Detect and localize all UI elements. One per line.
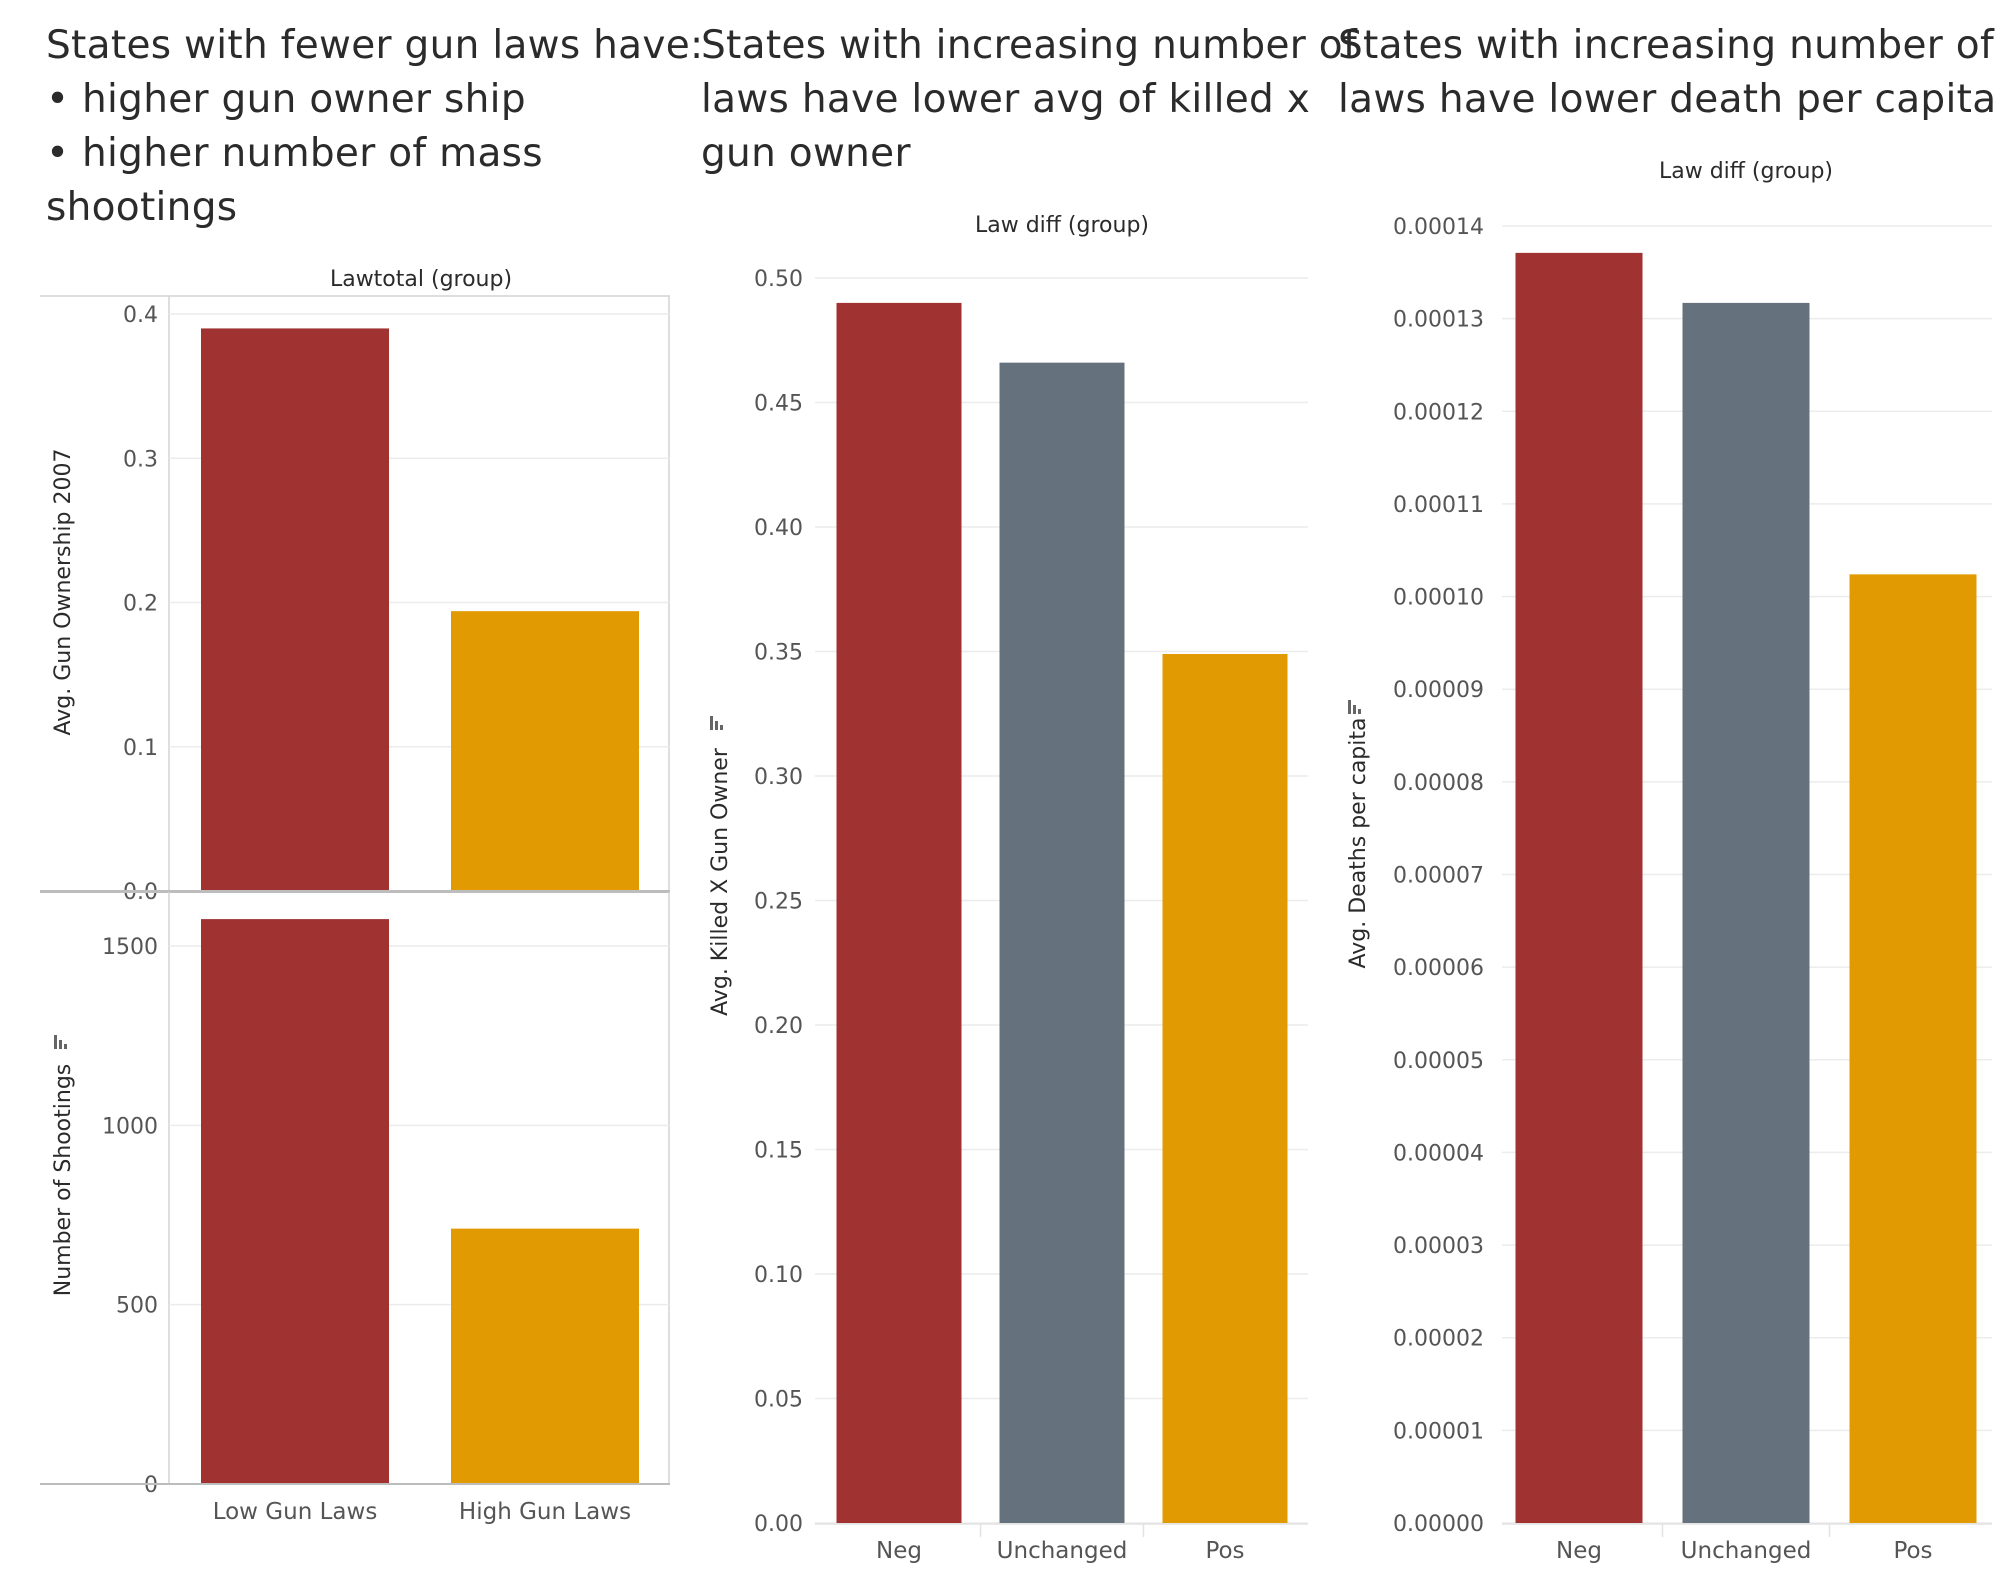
y-tick-label: 0.00011	[1393, 493, 1484, 518]
y-tick-label: 500	[116, 1294, 158, 1319]
x-category-label: Unchanged	[997, 1538, 1128, 1564]
y-tick-label: 0.2	[123, 592, 158, 617]
x-category-label: Pos	[1205, 1538, 1244, 1564]
panel-1-title-line: States with fewer gun laws have:	[46, 23, 704, 68]
y-tick-label: 0.4	[123, 303, 158, 328]
y-tick-label: 1500	[102, 935, 158, 960]
y-tick-label: 0.10	[754, 1263, 803, 1288]
y-tick-label: 0.35	[754, 641, 803, 666]
panel-3-title-line: laws have lower death per capita	[1338, 77, 1997, 122]
chart-header: Lawtotal (group)	[330, 267, 512, 292]
y-tick-label: 0.00014	[1393, 215, 1484, 240]
sort-icon[interactable]	[710, 716, 723, 730]
bar-neg	[1515, 252, 1643, 1523]
bar-low-gun-laws	[201, 328, 389, 891]
y-tick-label: 0	[144, 1473, 158, 1498]
bar-neg	[836, 302, 962, 1523]
bar-high-gun-laws	[451, 1228, 639, 1484]
bar-unchanged	[1682, 302, 1810, 1524]
bar-pos	[1162, 653, 1288, 1523]
panel-2-title-line: gun owner	[701, 131, 911, 176]
y-tick-label: 1000	[102, 1114, 158, 1139]
x-category-label: Pos	[1893, 1538, 1932, 1564]
y-tick-label: 0.00000	[1393, 1512, 1484, 1537]
y-tick-label: 0.30	[754, 765, 803, 790]
bar-unchanged	[999, 362, 1125, 1523]
y-axis-label: Number of Shootings	[51, 1064, 76, 1297]
x-category-label: High Gun Laws	[459, 1499, 631, 1525]
bar-high-gun-laws	[451, 611, 639, 891]
panel-2-title-line: States with increasing number of	[701, 23, 1357, 68]
y-tick-label: 0.3	[123, 447, 158, 472]
y-tick-label: 0.00009	[1393, 678, 1484, 703]
y-tick-label: 0.00001	[1393, 1419, 1484, 1444]
panel-3-title-line: States with increasing number of	[1338, 23, 1994, 68]
panel-3-title: States with increasing number of laws ha…	[1338, 19, 1996, 127]
y-tick-label: 0.00004	[1393, 1141, 1484, 1166]
chart-header: Law diff (group)	[1659, 159, 1833, 184]
bar-pos	[1849, 574, 1977, 1523]
y-tick-label: 0.00010	[1393, 586, 1484, 611]
panel-1-title-line: • higher number of mass	[46, 131, 543, 176]
chart-header: Law diff (group)	[975, 213, 1149, 238]
y-tick-label: 0.20	[754, 1014, 803, 1039]
x-category-label: Unchanged	[1681, 1538, 1812, 1564]
y-tick-label: 0.45	[754, 392, 803, 417]
panel-2-title: States with increasing number of laws ha…	[701, 19, 1357, 181]
sort-icon[interactable]	[1348, 700, 1361, 714]
y-axis-label: Avg. Deaths per capita	[1346, 717, 1371, 968]
panel-2-title-line: laws have lower avg of killed x	[701, 77, 1311, 122]
y-tick-label: 0.05	[754, 1388, 803, 1413]
y-tick-label: 0.00008	[1393, 771, 1484, 796]
x-category-label: Neg	[1556, 1538, 1602, 1564]
y-tick-label: 0.00003	[1393, 1234, 1484, 1259]
panel-1-title-line: • higher gun owner ship	[46, 77, 526, 122]
panel-1-title-line: shootings	[46, 185, 238, 230]
y-tick-label: 0.00007	[1393, 864, 1484, 889]
y-tick-label: 0.1	[123, 736, 158, 761]
y-tick-label: 0.00012	[1393, 400, 1484, 425]
y-tick-label: 0.00002	[1393, 1327, 1484, 1352]
y-axis-label: Avg. Killed X Gun Owner	[708, 747, 733, 1016]
y-tick-label: 0.50	[754, 267, 803, 292]
sort-icon[interactable]	[54, 1035, 67, 1049]
y-tick-label: 0.00006	[1393, 956, 1484, 981]
panel-1-title: States with fewer gun laws have: • highe…	[46, 19, 704, 235]
bar-low-gun-laws	[201, 919, 389, 1484]
y-tick-label: 0.00	[754, 1512, 803, 1537]
y-tick-label: 0.25	[754, 890, 803, 915]
y-tick-label: 0.15	[754, 1139, 803, 1164]
y-tick-label: 0.00005	[1393, 1049, 1484, 1074]
y-tick-label: 0.00013	[1393, 308, 1484, 333]
y-tick-label: 0.40	[754, 516, 803, 541]
x-category-label: Low Gun Laws	[213, 1499, 378, 1525]
y-axis-label: Avg. Gun Ownership 2007	[51, 449, 76, 736]
x-category-label: Neg	[876, 1538, 922, 1564]
